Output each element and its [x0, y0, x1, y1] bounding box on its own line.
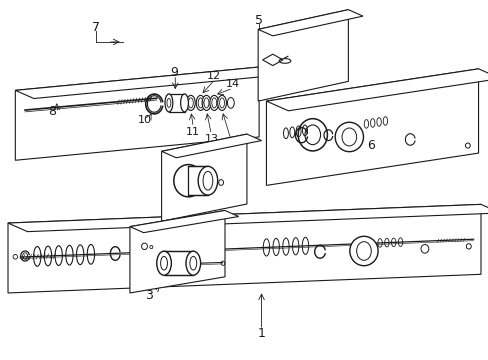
Ellipse shape — [186, 95, 195, 111]
FancyBboxPatch shape — [188, 166, 207, 195]
Polygon shape — [8, 204, 488, 231]
Ellipse shape — [180, 94, 188, 112]
Text: 2: 2 — [185, 154, 193, 167]
Ellipse shape — [164, 94, 172, 112]
Polygon shape — [258, 10, 362, 36]
Text: 14: 14 — [225, 79, 240, 89]
Ellipse shape — [196, 95, 204, 111]
Polygon shape — [130, 211, 224, 293]
Ellipse shape — [173, 165, 203, 197]
Ellipse shape — [198, 166, 217, 195]
Text: 13: 13 — [204, 134, 218, 144]
Polygon shape — [8, 204, 480, 293]
Ellipse shape — [185, 251, 200, 275]
Ellipse shape — [298, 119, 327, 151]
Ellipse shape — [334, 122, 363, 152]
Ellipse shape — [157, 251, 171, 275]
Polygon shape — [258, 10, 347, 101]
Text: 9: 9 — [169, 66, 177, 79]
Polygon shape — [161, 134, 246, 221]
Ellipse shape — [202, 95, 210, 111]
Text: 4: 4 — [185, 199, 193, 212]
Ellipse shape — [349, 236, 377, 266]
Text: 15: 15 — [224, 140, 238, 150]
Text: 10: 10 — [137, 115, 151, 125]
FancyBboxPatch shape — [163, 251, 193, 275]
Polygon shape — [15, 67, 277, 99]
Ellipse shape — [209, 95, 218, 111]
Text: 7: 7 — [92, 21, 100, 34]
FancyBboxPatch shape — [168, 94, 184, 112]
Text: 3: 3 — [145, 289, 153, 302]
Text: 1: 1 — [257, 327, 265, 340]
Text: 8: 8 — [48, 105, 56, 118]
Polygon shape — [130, 211, 238, 233]
Polygon shape — [15, 67, 259, 160]
Text: 11: 11 — [186, 127, 200, 136]
Polygon shape — [161, 134, 261, 158]
Text: 5: 5 — [255, 14, 263, 27]
Ellipse shape — [217, 95, 226, 111]
Polygon shape — [266, 69, 488, 111]
Text: 6: 6 — [366, 139, 374, 152]
Polygon shape — [266, 69, 478, 185]
Text: 12: 12 — [207, 71, 221, 81]
